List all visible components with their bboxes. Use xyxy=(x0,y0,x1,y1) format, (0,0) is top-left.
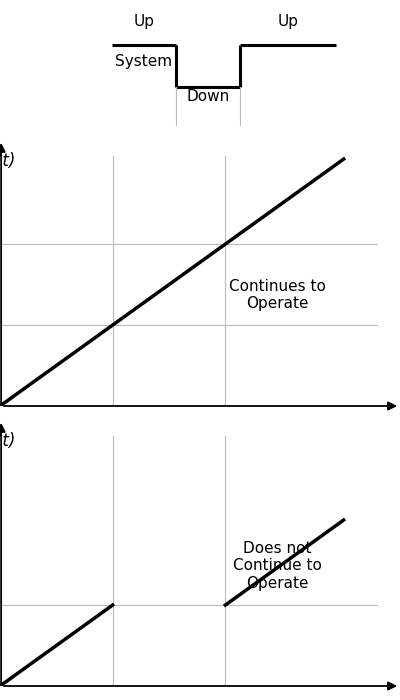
Text: λ(t): λ(t) xyxy=(0,432,16,449)
Text: t: t xyxy=(389,422,395,438)
Text: t₂: t₂ xyxy=(219,422,232,438)
Text: Does not
Continue to
Operate: Does not Continue to Operate xyxy=(233,541,322,591)
Text: Up: Up xyxy=(278,13,298,29)
Text: t₁: t₁ xyxy=(107,422,119,438)
Text: Up: Up xyxy=(134,13,154,29)
Text: System: System xyxy=(116,55,172,69)
Text: Continues to
Operate: Continues to Operate xyxy=(229,279,326,312)
Text: λ(t): λ(t) xyxy=(0,152,16,169)
Text: Down: Down xyxy=(186,89,230,104)
